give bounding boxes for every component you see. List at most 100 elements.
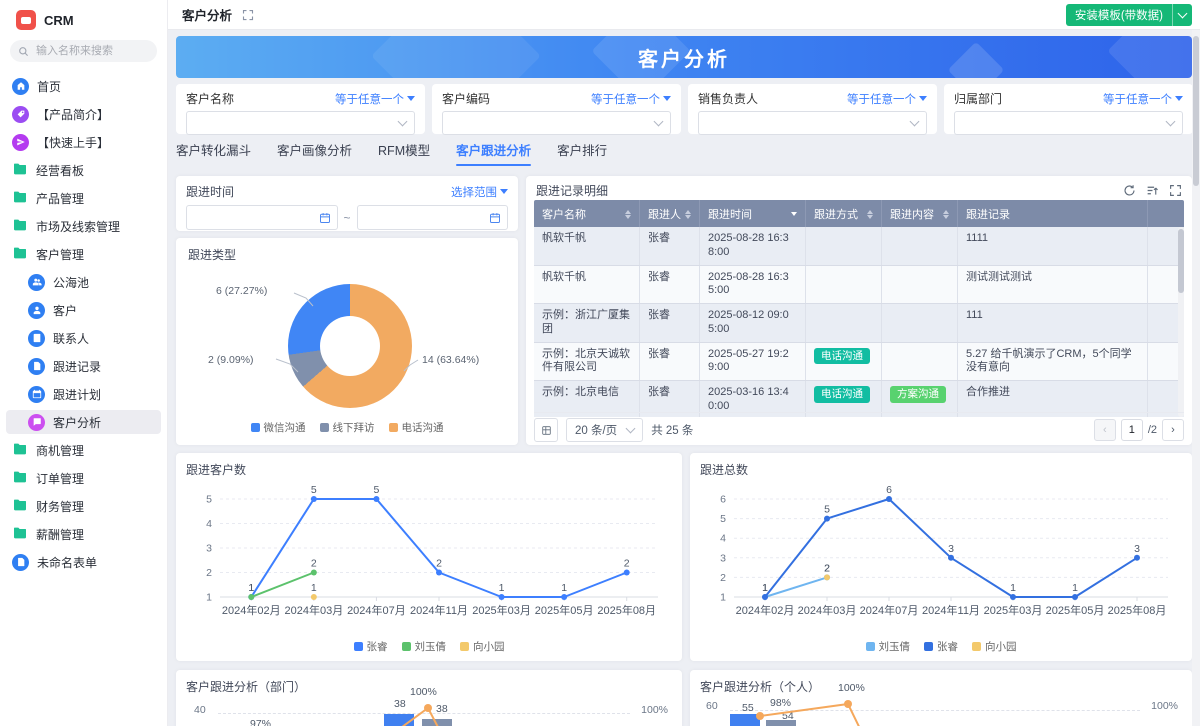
install-template-label: 安装模板(带数据) [1074, 9, 1163, 22]
sidebar-item-finance-mgmt[interactable]: 财务管理 [6, 494, 161, 518]
table-row: 示例：北京电信 张睿 2025-03-16 13:40:00 电话沟通 方案沟通… [534, 381, 1184, 417]
gridline [218, 713, 630, 714]
search-input[interactable] [34, 44, 148, 58]
table-body: 帆软千帆 张睿 2025-08-28 16:38:00 1111 帆软千帆 张睿… [534, 227, 1184, 417]
sidebar-item-opportunity-mgmt[interactable]: 商机管理 [6, 438, 161, 462]
cell-customer: 帆软千帆 [534, 265, 640, 303]
donut-label-phone: 14 (63.64%) [422, 354, 480, 366]
sidebar-item-salary-mgmt[interactable]: 薪酬管理 [6, 522, 161, 546]
chart-legend: 张睿 刘玉倩 向小园 [176, 639, 682, 654]
legend-item[interactable]: 刘玉倩 [401, 639, 446, 654]
sidebar-item-market-leads[interactable]: 市场及线索管理 [6, 214, 161, 238]
chevron-down-icon [1165, 116, 1176, 127]
next-page-button[interactable]: › [1162, 419, 1184, 441]
legend-item[interactable]: 刘玉倩 [865, 639, 910, 654]
app-logo-row: CRM [0, 0, 167, 30]
right-axis-tick: 100% [1151, 700, 1178, 712]
column-header[interactable]: 客户名称 [534, 200, 640, 227]
filter-select[interactable] [442, 111, 671, 135]
page-size-select[interactable]: 20 条/页 [566, 418, 644, 442]
form-icon [12, 553, 29, 571]
date-separator: ~ [343, 210, 351, 225]
svg-text:5: 5 [311, 484, 317, 496]
sidebar-item-label: 客户管理 [36, 247, 85, 262]
sidebar-item-contacts[interactable]: 联系人 [6, 326, 161, 350]
current-page[interactable]: 1 [1120, 419, 1143, 441]
column-header[interactable]: 跟进人 [640, 200, 700, 227]
sidebar-item-home[interactable]: 首页 [6, 74, 161, 98]
date-start-input[interactable] [186, 205, 338, 230]
legend-item[interactable]: 张睿 [353, 639, 388, 654]
install-template-button[interactable]: 安装模板(带数据) [1065, 3, 1192, 26]
prev-page-button[interactable]: ‹ [1093, 419, 1116, 441]
fullscreen-icon[interactable] [242, 9, 254, 21]
svg-text:2: 2 [824, 562, 830, 574]
sidebar-item-label: 薪酬管理 [36, 527, 85, 542]
table-pagination: 20 条/页 共 25 条 ‹ 1 /2 › [534, 412, 1184, 443]
svg-text:4: 4 [206, 518, 212, 530]
svg-text:2024年11月: 2024年11月 [922, 603, 980, 617]
sidebar-item-customers[interactable]: 客户 [6, 298, 161, 322]
svg-text:1: 1 [720, 592, 726, 604]
legend-item[interactable]: 电话沟通 [388, 420, 444, 435]
sidebar-item-product-intro[interactable]: 【产品简介】 [6, 102, 161, 126]
follow-time-title: 跟进时间 [186, 185, 235, 199]
legend-item[interactable]: 线下拜访 [319, 420, 375, 435]
tab-customer-ranking[interactable]: 客户排行 [557, 144, 608, 158]
table-scrollbar-thumb[interactable] [1178, 229, 1184, 293]
filter-select[interactable] [954, 111, 1183, 135]
legend-item[interactable]: 张睿 [924, 639, 958, 654]
sidebar-item-customer-analysis[interactable]: 客户分析 [6, 410, 161, 434]
sidebar-item-customer-mgmt[interactable]: 客户管理 [6, 242, 161, 266]
sidebar-search[interactable] [10, 40, 157, 62]
select-range-link[interactable]: 选择范围 [451, 184, 508, 200]
cell-customer: 示例：北京电信 [534, 381, 640, 417]
legend-item[interactable]: 向小园 [460, 639, 505, 654]
page-scrollbar-thumb[interactable] [1193, 36, 1199, 186]
folder-icon [12, 497, 28, 516]
sidebar-item-product-mgmt[interactable]: 产品管理 [6, 186, 161, 210]
column-header[interactable]: 跟进方式 [806, 200, 882, 227]
chevron-down-icon [909, 116, 920, 127]
legend-item[interactable]: 微信沟通 [250, 420, 306, 435]
filter-operator[interactable]: 等于任意一个 [335, 91, 415, 107]
filter-operator[interactable]: 等于任意一个 [847, 91, 927, 107]
sidebar-item-order-mgmt[interactable]: 订单管理 [6, 466, 161, 490]
sidebar-item-label: 经营看板 [36, 163, 85, 178]
sidebar-item-quick-start[interactable]: 【快速上手】 [6, 130, 161, 154]
svg-text:2: 2 [720, 572, 726, 584]
calendar-icon [28, 385, 45, 403]
svg-text:2025年08月: 2025年08月 [597, 603, 656, 617]
svg-text:2024年02月: 2024年02月 [222, 603, 281, 617]
sidebar-item-label: 跟进记录 [53, 359, 102, 374]
cell-customer: 示例：浙江广厦集团 [534, 304, 640, 342]
caret-down-icon [663, 96, 671, 101]
sort-settings-icon[interactable] [1146, 184, 1159, 197]
bar-value-label: 55 [742, 702, 754, 714]
tab-follow-analysis[interactable]: 客户跟进分析 [456, 140, 532, 166]
legend-item[interactable]: 向小园 [972, 639, 1017, 654]
filter-operator[interactable]: 等于任意一个 [1103, 91, 1183, 107]
filter-label: 客户名称 [186, 92, 235, 106]
refresh-icon[interactable] [1123, 184, 1136, 197]
install-template-dropdown[interactable] [1172, 3, 1192, 26]
chart-legend: 刘玉倩 张睿 向小园 [690, 639, 1192, 654]
date-end-input[interactable] [356, 205, 509, 230]
tab-rfm-model[interactable]: RFM模型 [378, 144, 431, 158]
expand-icon[interactable] [1169, 184, 1182, 197]
svg-text:2: 2 [824, 562, 830, 574]
sidebar-item-follow-plans[interactable]: 跟进计划 [6, 382, 161, 406]
sidebar-item-unnamed-form[interactable]: 未命名表单 [6, 550, 161, 574]
column-header[interactable]: 跟进内容 [882, 200, 958, 227]
column-header[interactable]: 跟进时间 [700, 200, 806, 227]
filter-operator[interactable]: 等于任意一个 [591, 91, 671, 107]
filter-select[interactable] [186, 111, 415, 135]
filter-select[interactable] [698, 111, 927, 135]
page-scrollbar [1192, 30, 1200, 726]
tab-conversion-funnel[interactable]: 客户转化漏斗 [176, 144, 252, 158]
table-view-icon[interactable] [534, 418, 558, 442]
sidebar-item-public-pool[interactable]: 公海池 [6, 270, 161, 294]
sidebar-item-follow-records[interactable]: 跟进记录 [6, 354, 161, 378]
tab-portrait-analysis[interactable]: 客户画像分析 [277, 144, 353, 158]
sidebar-item-business-board[interactable]: 经营看板 [6, 158, 161, 182]
